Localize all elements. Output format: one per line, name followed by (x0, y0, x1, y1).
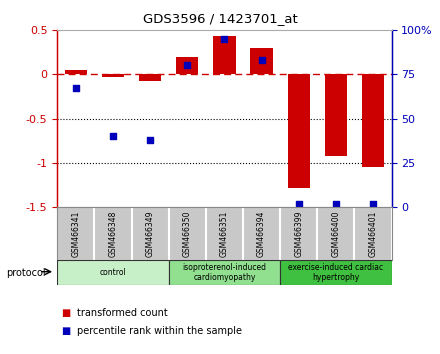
Text: GSM466394: GSM466394 (257, 210, 266, 257)
Point (221, 36, 228, 42)
Text: GSM466350: GSM466350 (183, 210, 192, 257)
Point (110, 133, 117, 139)
Text: percentile rank within the sample: percentile rank within the sample (77, 326, 242, 336)
Text: ■: ■ (62, 308, 71, 318)
Bar (213, 36, 235, 74)
Point (147, 137, 154, 143)
Point (72, 86, 79, 91)
Text: ■: ■ (62, 326, 71, 336)
Text: GSM466351: GSM466351 (220, 210, 229, 257)
Bar (169, 260, 280, 285)
Text: exercise-induced cardiac
hypertrophy: exercise-induced cardiac hypertrophy (288, 263, 383, 282)
Bar (280, 260, 392, 285)
Bar (65, 70, 87, 74)
Bar (325, 74, 347, 156)
Bar (176, 57, 198, 74)
Bar (362, 74, 384, 167)
Point (332, 201, 339, 206)
Text: GSM466399: GSM466399 (294, 210, 303, 257)
Text: GSM466400: GSM466400 (331, 210, 341, 257)
Text: GDS3596 / 1423701_at: GDS3596 / 1423701_at (143, 12, 297, 25)
Text: isoproterenol-induced
cardiomyopathy: isoproterenol-induced cardiomyopathy (183, 263, 266, 282)
Point (258, 57, 265, 63)
Point (184, 63, 191, 68)
Text: GSM466341: GSM466341 (71, 210, 80, 257)
Bar (139, 74, 161, 81)
Text: control: control (99, 268, 126, 277)
Text: protocol: protocol (7, 268, 46, 278)
Text: transformed count: transformed count (77, 308, 168, 318)
Text: GSM466401: GSM466401 (369, 210, 378, 257)
Text: GSM466348: GSM466348 (108, 210, 117, 257)
Bar (102, 74, 124, 77)
Text: GSM466349: GSM466349 (146, 210, 154, 257)
Bar (288, 74, 310, 188)
Bar (250, 48, 273, 74)
Bar (57, 260, 169, 285)
Point (295, 201, 302, 206)
Point (370, 201, 377, 206)
